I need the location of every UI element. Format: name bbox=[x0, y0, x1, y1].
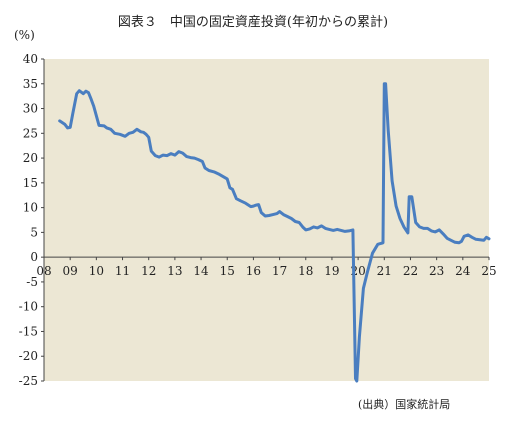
y-tick-label: -15 bbox=[19, 324, 38, 338]
x-tick-label: 10 bbox=[89, 264, 104, 278]
y-tick-label: 30 bbox=[23, 102, 38, 116]
source-note: (出典）国家統計局 bbox=[358, 397, 450, 411]
series-line bbox=[58, 82, 491, 383]
y-tick-label: -5 bbox=[26, 275, 38, 289]
y-axis: 40 35 30 25 20 15 10 5 0 -5 -10 -15 -20 -25 bbox=[19, 52, 45, 388]
x-tick-label: 14 bbox=[193, 264, 209, 278]
x-tick-label: 13 bbox=[167, 264, 182, 278]
y-tick-label: -20 bbox=[19, 349, 38, 363]
y-axis-unit: (%) bbox=[14, 28, 35, 42]
x-tick-label: 09 bbox=[63, 264, 78, 278]
y-tick-label: 40 bbox=[23, 52, 38, 66]
x-tick-label: 15 bbox=[220, 264, 235, 278]
x-tick-label: 08 bbox=[36, 264, 51, 278]
y-tick-label: 20 bbox=[23, 151, 38, 165]
y-tick-label: -25 bbox=[19, 374, 38, 388]
y-tick-label: 0 bbox=[30, 250, 38, 264]
x-tick-label: 21 bbox=[377, 264, 392, 278]
y-tick-label: 10 bbox=[23, 201, 38, 215]
y-tick-label: 15 bbox=[23, 176, 38, 190]
x-tick-label: 12 bbox=[141, 264, 156, 278]
x-tick-label: 11 bbox=[115, 264, 130, 278]
x-tick-label: 23 bbox=[429, 264, 444, 278]
y-tick-label: -10 bbox=[19, 300, 38, 314]
x-tick-label: 22 bbox=[403, 264, 418, 278]
y-tick-label: 35 bbox=[23, 77, 38, 91]
x-tick-label: 18 bbox=[298, 264, 313, 278]
y-tick-label: 5 bbox=[30, 225, 38, 239]
chart-title: 図表３ 中国の固定資産投資(年初からの累計) bbox=[118, 14, 388, 30]
y-tick-label: 25 bbox=[23, 126, 38, 140]
x-tick-label: 25 bbox=[481, 264, 496, 278]
x-tick-label: 19 bbox=[324, 264, 339, 278]
x-tick-label: 24 bbox=[455, 264, 471, 278]
x-tick-label: 17 bbox=[272, 264, 287, 278]
x-tick-label: 16 bbox=[246, 264, 261, 278]
plot-area bbox=[44, 59, 489, 381]
